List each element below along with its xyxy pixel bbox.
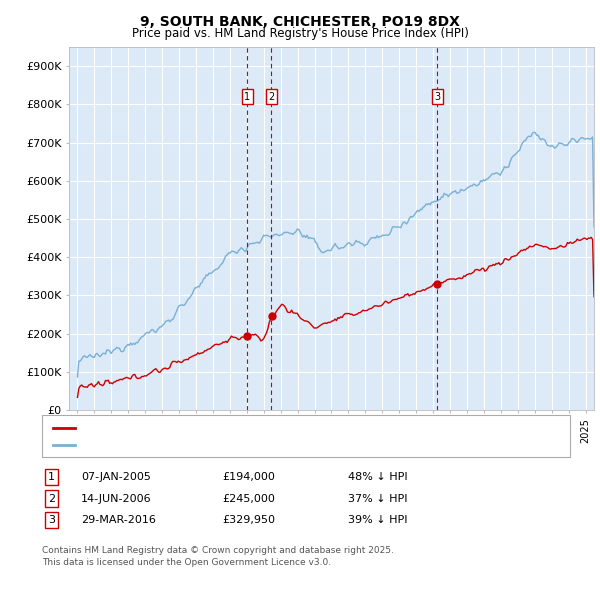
Text: 07-JAN-2005: 07-JAN-2005	[81, 472, 151, 481]
Text: Contains HM Land Registry data © Crown copyright and database right 2025.
This d: Contains HM Land Registry data © Crown c…	[42, 546, 394, 567]
Text: 1: 1	[244, 92, 250, 102]
Text: 3: 3	[434, 92, 440, 102]
Text: 14-JUN-2006: 14-JUN-2006	[81, 494, 152, 503]
Text: 9, SOUTH BANK, CHICHESTER, PO19 8DX (detached house): 9, SOUTH BANK, CHICHESTER, PO19 8DX (det…	[78, 422, 387, 432]
Text: 2: 2	[268, 92, 275, 102]
Text: 37% ↓ HPI: 37% ↓ HPI	[348, 494, 407, 503]
Text: 2: 2	[48, 494, 55, 503]
Text: HPI: Average price, detached house, Chichester: HPI: Average price, detached house, Chic…	[78, 440, 327, 450]
Text: 9, SOUTH BANK, CHICHESTER, PO19 8DX: 9, SOUTH BANK, CHICHESTER, PO19 8DX	[140, 15, 460, 29]
Text: £329,950: £329,950	[222, 516, 275, 525]
Text: 3: 3	[48, 516, 55, 525]
Text: Price paid vs. HM Land Registry's House Price Index (HPI): Price paid vs. HM Land Registry's House …	[131, 27, 469, 40]
Text: £245,000: £245,000	[222, 494, 275, 503]
Text: 39% ↓ HPI: 39% ↓ HPI	[348, 516, 407, 525]
Text: 48% ↓ HPI: 48% ↓ HPI	[348, 472, 407, 481]
Text: 29-MAR-2016: 29-MAR-2016	[81, 516, 156, 525]
Text: £194,000: £194,000	[222, 472, 275, 481]
Text: 1: 1	[48, 472, 55, 481]
